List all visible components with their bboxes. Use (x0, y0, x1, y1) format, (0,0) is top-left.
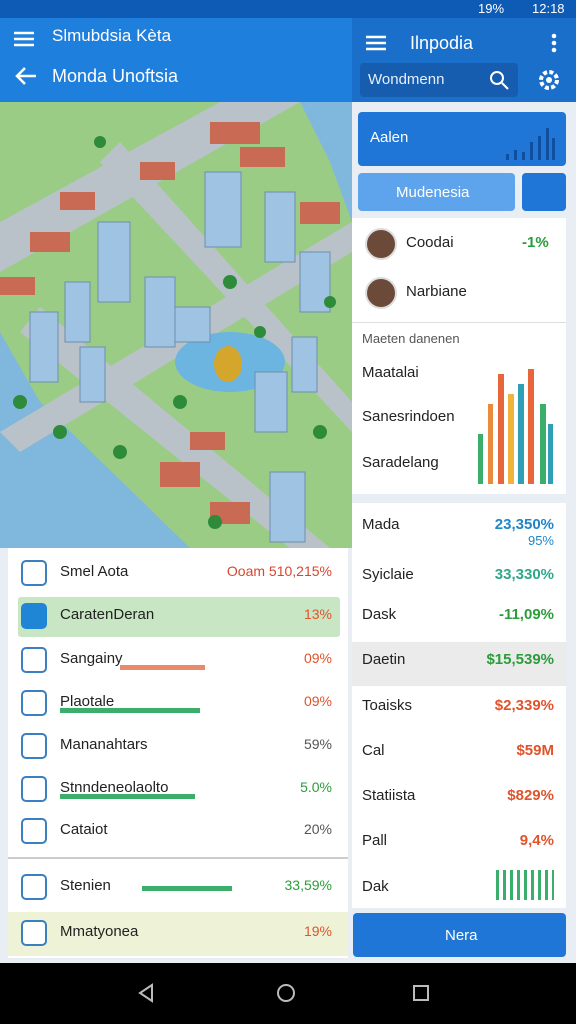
stat-name: Statiista (362, 787, 416, 804)
list-name: CaratenDeran (60, 606, 155, 623)
chart-label: Saradelang (362, 454, 439, 471)
search-box[interactable]: Wondmenn (360, 63, 518, 97)
row-icon (21, 920, 47, 946)
list-value: 59% (303, 736, 332, 752)
list-name: Sangainy (60, 650, 123, 667)
nav-recent[interactable] (412, 984, 430, 1002)
progress-bar (142, 886, 232, 891)
icon-button[interactable] (522, 173, 566, 211)
list-value: 13% (303, 606, 332, 622)
person-name: Narbiane (406, 283, 467, 300)
row-icon (21, 818, 47, 844)
primary-action[interactable]: Aalen (358, 112, 566, 166)
row-highlight (352, 642, 566, 686)
right-header: Ilnpodia Wondmenn (352, 18, 576, 102)
divider (8, 857, 348, 859)
stat-value: -11,09% (498, 606, 554, 623)
stat-name: Cal (362, 742, 385, 759)
row-icon (21, 603, 47, 629)
nav-back[interactable] (136, 983, 156, 1003)
row-icon (21, 776, 47, 802)
city-map[interactable] (0, 102, 352, 548)
row-icon (21, 733, 47, 759)
settings-icon[interactable] (536, 67, 562, 93)
people-card (352, 218, 566, 494)
search-placeholder: Wondmenn (368, 71, 445, 88)
stat-value: 33,330% (494, 566, 554, 583)
back-icon[interactable] (14, 66, 38, 86)
stat-value: 23,350% (494, 516, 554, 533)
chart-label: Sanesrindoen (362, 408, 455, 425)
row-icon (21, 690, 47, 716)
stat-sub: 95% (527, 533, 554, 548)
stat-name: Syiclaie (362, 566, 414, 583)
progress-bar (120, 665, 205, 670)
row-highlight (8, 912, 348, 956)
stat-value: $2,339% (494, 697, 554, 714)
menu-icon[interactable] (364, 34, 388, 52)
stat-value: $829% (507, 787, 554, 804)
mini-chart (506, 128, 555, 160)
panel-title: Ilnpodia (410, 33, 474, 53)
search-icon[interactable] (488, 69, 510, 91)
progress-bar (60, 708, 200, 713)
person-change: -1% (522, 234, 549, 251)
list-name: Stnndeneolaolto (60, 779, 169, 796)
page-subtitle: Monda Unoftsia (52, 66, 179, 86)
list-value: 09% (303, 693, 332, 709)
left-header: Slmubdsia Kèta Monda Unoftsia (0, 18, 352, 102)
row-icon (21, 560, 47, 586)
stacked-mini-chart (478, 369, 553, 484)
menu-icon[interactable] (12, 30, 36, 48)
list-name: Mmatyonea (60, 923, 139, 940)
secondary-label: Mudenesia (396, 184, 470, 201)
list-value: 19% (303, 923, 332, 939)
battery: 19% (478, 1, 505, 16)
list-name: Stenien (60, 877, 111, 894)
stat-value: $15,539% (486, 651, 554, 668)
stat-name: Toaisks (362, 697, 413, 714)
more-icon[interactable] (550, 32, 558, 54)
avatar (365, 277, 397, 309)
stat-name: Pall (362, 832, 388, 849)
stats-card (352, 503, 566, 908)
list-value: 5.0% (300, 779, 332, 795)
list-name: Plaotale (60, 693, 115, 710)
stat-value: 9,4% (519, 832, 554, 849)
list-value: Ooam 510,215% (226, 563, 332, 579)
primary-label: Aalen (370, 129, 409, 146)
list-value: 09% (303, 650, 332, 666)
bottom-button-label: Nera (445, 927, 478, 944)
stat-value: $59M (516, 742, 554, 759)
app-title: Slmubdsia Kèta (52, 26, 172, 45)
nav-bar (0, 963, 576, 1024)
list-name: Cataiot (60, 821, 108, 838)
stat-name: Mada (362, 516, 400, 533)
stat-name: Dak (362, 878, 389, 895)
chart-label: Maatalai (362, 364, 419, 381)
divider (352, 322, 566, 323)
row-icon (21, 647, 47, 673)
list-name: Mananahtars (60, 736, 148, 753)
sparkline (496, 870, 554, 900)
list-name: Smel Aota (60, 563, 129, 580)
stat-name: Daetin (362, 651, 406, 668)
bottom-button[interactable]: Nera (353, 913, 566, 957)
secondary-action[interactable]: Mudenesia (358, 173, 515, 211)
nav-home[interactable] (276, 983, 296, 1003)
row-icon (21, 874, 47, 900)
status-bar: 19% 12:18 (0, 0, 576, 18)
progress-bar (60, 794, 195, 799)
person-name: Coodai (406, 234, 454, 251)
stat-name: Dask (362, 606, 397, 623)
chart-card-title: Maeten danenen (362, 331, 460, 346)
row-highlight (18, 597, 340, 637)
time: 12:18 (532, 1, 565, 16)
list-value: 33,59% (284, 877, 332, 893)
list-value: 20% (303, 821, 332, 837)
avatar (365, 228, 397, 260)
